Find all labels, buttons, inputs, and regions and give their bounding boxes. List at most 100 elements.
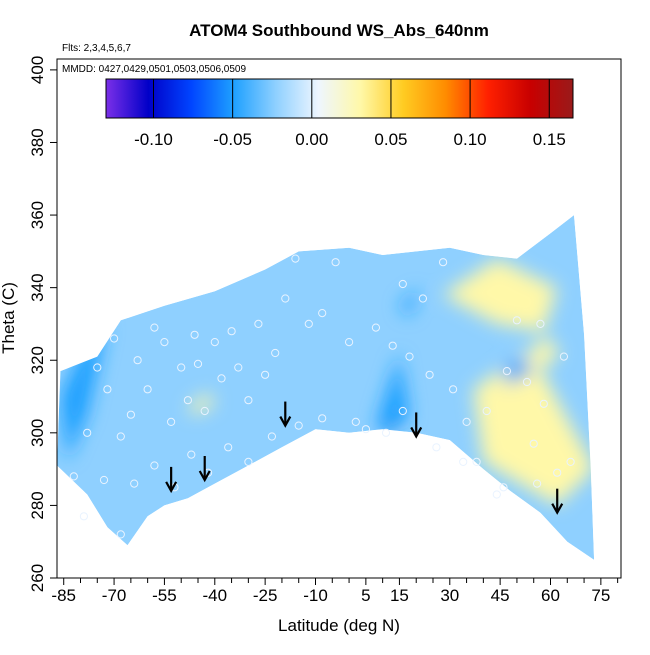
x-tick-label: 30 [440,586,459,605]
data-point [281,294,290,303]
flights-annotation: Flts: 2,3,4,5,6,7 [62,43,131,54]
data-point [439,258,448,267]
data-point [227,327,236,336]
y-axis-label: Theta (C) [0,282,18,354]
heatmap-region [527,334,561,368]
data-point [116,530,125,539]
data-point [143,385,152,394]
colorbar-tick-label: 0.15 [533,130,566,149]
y-tick-label: 260 [28,564,47,592]
data-point [371,323,380,332]
y-tick-label: 320 [28,346,47,374]
flight-arrows [165,401,564,515]
colorbar-tick-label: 0.05 [374,130,407,149]
data-point [224,443,233,452]
plot-frame [56,58,622,579]
x-axis: -85 -70 -55 -40 -25 -10 5 15 30 45 60 75 [51,578,619,605]
colorbar-tick-label: -0.10 [134,130,173,149]
x-tick-label: -70 [102,586,127,605]
y-axis: 260 280 300 320 340 360 380 400 [28,56,57,592]
data-point [492,490,501,499]
x-tick-label: 15 [390,586,409,605]
heatmap-field [57,215,595,560]
data-point [381,428,391,437]
data-point [210,338,219,347]
y-tick-label: 280 [28,491,47,519]
y-tick-label: 380 [28,128,47,156]
data-point [318,309,327,318]
data-point [244,396,253,405]
data-point [167,417,176,426]
data-point [244,457,253,466]
data-point [160,338,169,347]
data-point [261,370,270,379]
x-tick-label: 5 [361,586,370,605]
data-point [553,468,562,477]
x-tick-label: -40 [202,586,227,605]
y-tick-label: 360 [28,201,47,229]
data-point [502,367,511,376]
colorbar-gradient [105,78,574,119]
y-tick-label: 340 [28,273,47,301]
data-point [449,385,458,394]
x-tick-label: 45 [491,586,510,605]
data-point [294,421,303,430]
data-point [529,439,538,448]
data-point [351,417,360,426]
data-point [522,377,532,387]
data-point [291,254,300,263]
data-point [536,319,545,328]
flight-arrow [551,488,564,515]
y-tick-label: 300 [28,419,47,447]
data-point [177,363,186,372]
data-point [254,319,263,328]
data-point [187,450,196,459]
observation-points [69,254,575,539]
x-tick-label: 60 [541,586,560,605]
data-point [462,417,471,426]
data-point [200,406,209,416]
data-point [83,428,92,437]
data-point [217,374,226,383]
x-tick-label: -25 [253,586,278,605]
x-tick-label: -10 [303,586,328,605]
data-point [499,483,508,492]
flight-arrow [165,466,178,494]
data-point [398,279,407,289]
x-tick-label: -55 [152,586,177,605]
x-tick-label: 75 [591,586,610,605]
data-point [190,330,199,339]
data-point [103,385,112,394]
data-point [512,316,522,325]
chart-title: ATOM4 Southbound WS_Abs_640nm [189,21,489,40]
data-point [93,363,102,372]
data-point [432,443,441,452]
data-point [99,475,109,485]
data-point [533,479,542,488]
x-axis-label: Latitude (deg N) [278,616,400,635]
data-point [318,414,327,423]
data-point [482,406,491,416]
data-point [234,363,243,372]
flight-arrow [198,456,211,483]
heatmap-region [503,356,534,386]
data-point [133,356,142,365]
data-point [150,323,159,332]
data-point [405,352,414,361]
data-point [126,410,135,419]
heatmap-region [375,353,410,433]
data-point [267,432,276,441]
data-point [361,425,370,434]
data-point [425,370,434,379]
data-point [559,352,569,361]
data-point [398,406,407,416]
data-point [304,319,313,328]
data-point [345,338,354,347]
data-point [459,457,468,466]
data-point [331,258,340,267]
colorbar: -0.10 -0.05 0.00 0.05 0.10 0.15 [105,78,574,149]
data-point [566,457,575,466]
y-tick-label: 400 [28,56,47,84]
